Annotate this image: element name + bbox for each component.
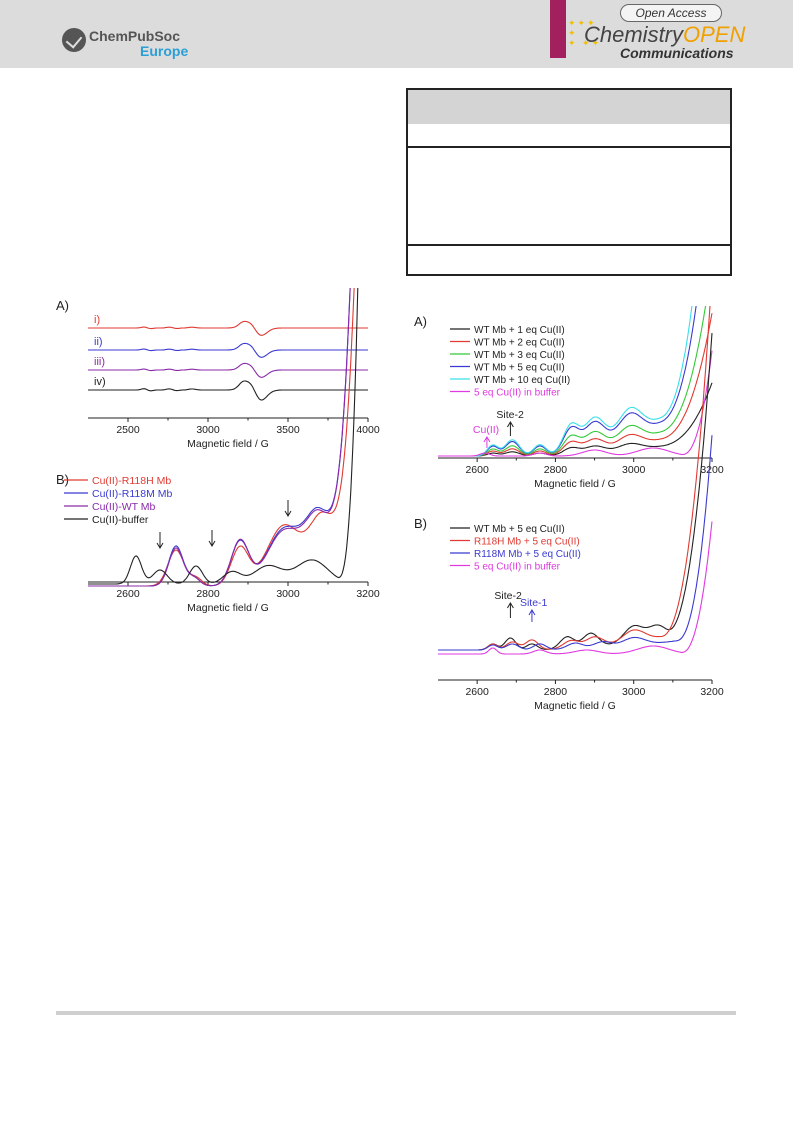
x-tick-label: 2800 [196,588,220,600]
panel-label: A) [56,298,69,313]
publisher-check-icon [62,28,86,52]
x-axis-label: Magnetic field / G [534,700,616,712]
x-tick-label: 2600 [465,686,489,698]
open-access-badge: Open Access [620,4,722,22]
table-header-row [408,90,730,124]
stars-icon: ✦✦✦ ✦ ✦ ✦✦ [568,18,602,48]
arrow-head [483,436,491,443]
legend-entry: WT Mb + 5 eq Cu(II) [474,524,565,535]
series-label: iv) [94,376,106,388]
legend-entry: Cu(II)-R118M Mb [92,488,172,500]
panel-label: B) [414,516,427,531]
series-line-2 [88,342,368,358]
legend-entry: WT Mb + 1 eq Cu(II) [474,325,565,336]
x-tick-label: 3000 [622,686,646,698]
series-line-3 [438,435,713,651]
arrow-head [284,510,292,517]
arrow-head [506,602,514,609]
journal-section: Communications [620,45,734,61]
series-line-4 [438,521,713,655]
x-tick-label: 3200 [700,464,724,476]
x-tick-label: 3200 [700,686,724,698]
legend-entry: Cu(II)-WT Mb [92,501,156,513]
x-tick-label: 4000 [356,424,380,436]
legend-entry: WT Mb + 3 eq Cu(II) [474,350,565,361]
x-axis-label: Magnetic field / G [187,438,269,450]
series-label: i) [94,314,100,326]
x-axis-label: Magnetic field / G [187,602,269,614]
x-tick-label: 3000 [276,588,300,600]
figure-left: A) 2500 3000 3500 4000 Magnetic field / G i) ii… [56,288,380,614]
annotation-site-2: Site-2 [494,590,522,602]
legend-entry: R118H Mb + 5 eq Cu(II) [474,537,580,548]
panel-label: A) [414,314,427,329]
publisher-subtitle: Europe [140,43,189,59]
legend-entry: WT Mb + 5 eq Cu(II) [474,363,565,374]
legend-entry: Cu(II)-R118H Mb [92,475,171,487]
arrow-head [528,609,536,616]
x-tick-label: 2500 [116,424,140,436]
series-line-3 [88,362,368,378]
publisher-name: ChemPubSoc [89,28,181,44]
x-tick-label: 3500 [276,424,300,436]
series-line-6 [438,350,713,457]
publisher-logo[interactable]: ChemPubSoc Europe [62,26,222,60]
series-line-4 [88,288,359,585]
legend-entry: WT Mb + 2 eq Cu(II) [474,338,565,349]
figure-right: A) 2600 2800 3000 3200 Magnetic field / G WT M… [414,306,724,712]
series-line-2 [88,288,351,587]
legend-entry: R118M Mb + 5 eq Cu(II) [474,549,581,560]
x-tick-label: 3200 [356,588,380,600]
journal-header: ChemPubSoc Europe Open Access ✦✦✦ ✦ ✦ ✦✦ C… [0,0,793,68]
series-label: iii) [94,356,105,368]
legend-entry: Cu(II)-buffer [92,514,149,526]
series-line-4 [88,380,368,401]
x-tick-label: 3000 [196,424,220,436]
annotation-site-2: Site-2 [496,409,524,421]
arrow-head [506,421,514,428]
table-frame [406,88,732,276]
x-tick-label: 2800 [544,686,568,698]
table-rule-top [408,146,730,148]
series-line-1 [88,288,355,587]
x-tick-label: 2800 [544,464,568,476]
x-tick-label: 2600 [465,464,489,476]
journal-color-bar [550,0,566,58]
arrow-head [156,542,164,549]
panel-label: B) [56,472,69,487]
journal-title: ChemistryOPEN [584,22,746,47]
table-rule-bottom [408,244,730,246]
legend-entry: WT Mb + 10 eq Cu(II) [474,375,570,386]
series-label: ii) [94,336,103,348]
arrow-head [208,540,216,547]
legend-entry: 5 eq Cu(II) in buffer [474,562,561,573]
x-tick-label: 2600 [116,588,140,600]
footer-rule [56,1011,736,1015]
x-axis-label: Magnetic field / G [534,478,616,490]
series-line-3 [88,288,351,587]
journal-logo[interactable]: Open Access ✦✦✦ ✦ ✦ ✦✦ ChemistryOPEN Commu… [568,4,745,64]
annotation-site-1: Site-1 [520,597,548,609]
x-tick-label: 3000 [622,464,646,476]
legend-entry: 5 eq Cu(II) in buffer [474,388,561,399]
journal-title-accent: OPEN [683,22,746,47]
annotation-cu-ii: Cu(II) [473,424,499,436]
series-line-1 [88,320,368,336]
